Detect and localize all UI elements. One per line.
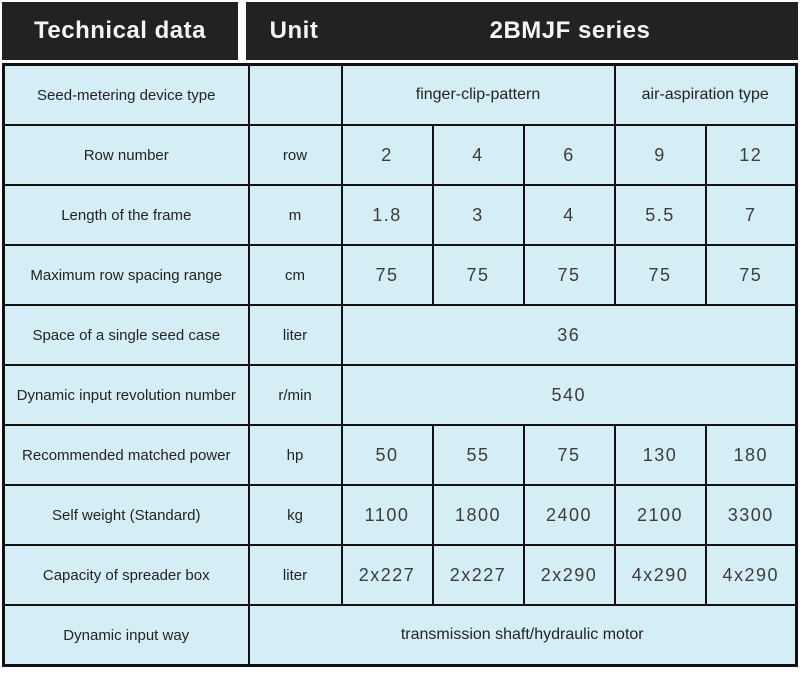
- spec-table: Seed-metering device type finger-clip-pat…: [2, 63, 798, 667]
- table-row: Space of a single seed case liter 36: [2, 304, 798, 366]
- table-row: Row number row 2 4 6 9 12: [2, 124, 798, 186]
- header-unit: Unit: [269, 17, 319, 44]
- value-cell: 75: [522, 424, 616, 486]
- value-cell: 180: [704, 424, 798, 486]
- value-cell: 2400: [522, 484, 616, 546]
- table-row: Maximum row spacing range cm 75 75 75 75 75: [2, 244, 798, 306]
- table-body: Seed-metering device type finger-clip-pat…: [2, 63, 798, 667]
- value-cell: 75: [613, 244, 707, 306]
- value-cell: 36: [340, 304, 798, 366]
- row-label: Seed-metering device type: [2, 63, 250, 126]
- value-cell: 4: [431, 124, 525, 186]
- table-row: Capacity of spreader box liter 2x227 2x227 2…: [2, 544, 798, 606]
- value-cell: 130: [613, 424, 707, 486]
- value-cell: 2100: [613, 484, 707, 546]
- value-cell: 2x227: [340, 544, 434, 606]
- value-cell: 2: [340, 124, 434, 186]
- row-label: Space of a single seed case: [2, 304, 250, 366]
- table-row: Length of the frame m 1.8 3 4 5.5 7: [2, 184, 798, 246]
- value-cell: 3: [431, 184, 525, 246]
- value-cell: air-aspiration type: [613, 63, 798, 126]
- unit-cell: kg: [247, 484, 343, 546]
- value-cell: 1.8: [340, 184, 434, 246]
- unit-cell: m: [247, 184, 343, 246]
- row-label: Dynamic input way: [2, 604, 250, 667]
- value-cell: 4x290: [613, 544, 707, 606]
- table-row: Recommended matched power hp 50 55 75 130 180: [2, 424, 798, 486]
- row-label: Self weight (Standard): [2, 484, 250, 546]
- value-cell: 9: [613, 124, 707, 186]
- unit-cell: [247, 63, 343, 126]
- header-right-bar: Unit 2BMJF series: [246, 2, 798, 60]
- value-cell: 75: [431, 244, 525, 306]
- value-cell: 1800: [431, 484, 525, 546]
- row-label: Recommended matched power: [2, 424, 250, 486]
- value-cell: transmission shaft/hydraulic motor: [247, 604, 798, 667]
- header-series: 2BMJF series: [489, 17, 651, 44]
- row-label: Dynamic input revolution number: [2, 364, 250, 426]
- row-label: Maximum row spacing range: [2, 244, 250, 306]
- unit-cell: liter: [247, 544, 343, 606]
- table-row: Dynamic input revolution number r/min 540: [2, 364, 798, 426]
- value-cell: 1100: [340, 484, 434, 546]
- unit-cell: r/min: [247, 364, 343, 426]
- value-cell: 6: [522, 124, 616, 186]
- value-cell: 55: [431, 424, 525, 486]
- table-row: Self weight (Standard) kg 1100 1800 2400 2100…: [2, 484, 798, 546]
- unit-cell: cm: [247, 244, 343, 306]
- value-cell: 12: [704, 124, 798, 186]
- unit-cell: row: [247, 124, 343, 186]
- value-cell: finger-clip-pattern: [340, 63, 616, 126]
- value-cell: 7: [704, 184, 798, 246]
- value-cell: 540: [340, 364, 798, 426]
- value-cell: 75: [340, 244, 434, 306]
- table-row: Seed-metering device type finger-clip-pat…: [2, 63, 798, 126]
- row-label: Capacity of spreader box: [2, 544, 250, 606]
- value-cell: 2x290: [522, 544, 616, 606]
- value-cell: 3300: [704, 484, 798, 546]
- value-cell: 4: [522, 184, 616, 246]
- unit-cell: liter: [247, 304, 343, 366]
- table-header: Technical data Unit 2BMJF series: [2, 2, 798, 60]
- value-cell: 2x227: [431, 544, 525, 606]
- header-technical-data: Technical data: [2, 2, 238, 60]
- value-cell: 4x290: [704, 544, 798, 606]
- table-row: Dynamic input way transmission shaft/hydr…: [2, 604, 798, 667]
- value-cell: 5.5: [613, 184, 707, 246]
- value-cell: 75: [522, 244, 616, 306]
- value-cell: 75: [704, 244, 798, 306]
- value-cell: 50: [340, 424, 434, 486]
- row-label: Length of the frame: [2, 184, 250, 246]
- unit-cell: hp: [247, 424, 343, 486]
- row-label: Row number: [2, 124, 250, 186]
